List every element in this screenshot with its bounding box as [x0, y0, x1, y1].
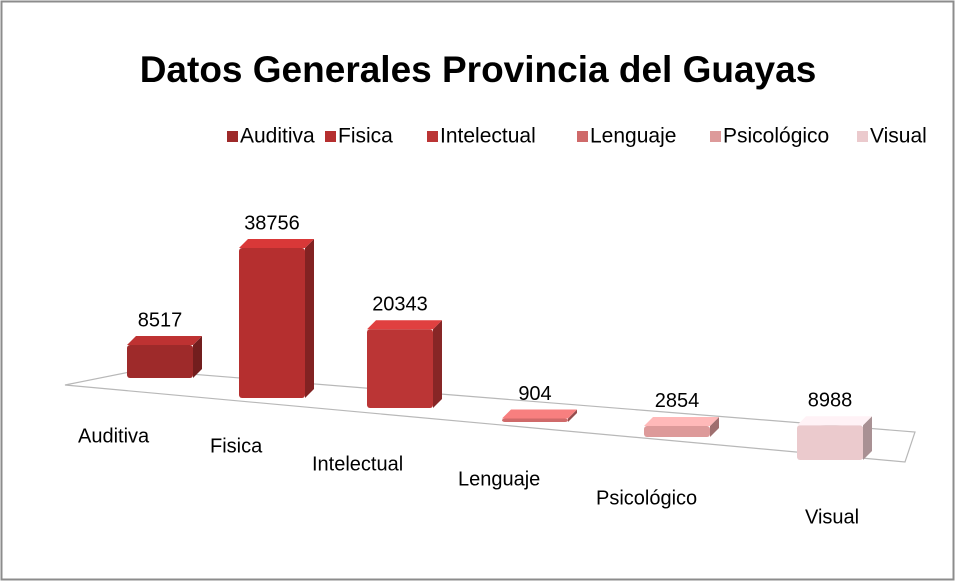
- bar: [127, 345, 193, 378]
- x-tick-label: Visual: [805, 506, 859, 528]
- x-tick-label: Psicológico: [596, 487, 697, 509]
- legend-label: Fisica: [338, 125, 393, 148]
- chart-title: Datos Generales Provincia del Guayas: [140, 49, 817, 90]
- legend-swatch: [577, 131, 588, 142]
- value-label: 8988: [808, 389, 853, 411]
- x-tick-label: Auditiva: [78, 425, 150, 447]
- bar-top: [367, 320, 442, 330]
- value-label: 38756: [244, 212, 300, 234]
- bar: [644, 425, 710, 437]
- legend-swatch: [710, 131, 721, 142]
- bar: [367, 329, 433, 408]
- legend-label: Visual: [870, 125, 927, 148]
- legend-label: Psicológico: [723, 125, 829, 148]
- value-label: 20343: [372, 294, 428, 316]
- bar-top: [644, 416, 719, 426]
- value-label: 2854: [655, 390, 700, 412]
- bar: [797, 425, 863, 460]
- bar-side: [710, 416, 719, 437]
- bar-side: [863, 416, 872, 460]
- bar-top: [127, 336, 202, 346]
- x-tick-label: Intelectual: [312, 453, 403, 475]
- legend-label: Auditiva: [240, 125, 315, 148]
- bar-top: [797, 416, 872, 426]
- legend-label: Lenguaje: [590, 125, 676, 148]
- bar: [502, 418, 568, 422]
- legend-swatch: [857, 131, 868, 142]
- x-tick-label: Lenguaje: [458, 468, 540, 490]
- bar-side: [193, 336, 202, 378]
- bar-side: [568, 409, 577, 422]
- bar-top: [239, 239, 314, 248]
- legend-swatch: [427, 131, 438, 142]
- legend-label: Intelectual: [440, 125, 536, 148]
- bar-top: [502, 409, 577, 419]
- legend-swatch: [227, 131, 238, 142]
- value-label: 904: [518, 383, 551, 405]
- legend-swatch: [325, 131, 336, 142]
- value-label: 8517: [138, 309, 183, 331]
- bar-side: [433, 320, 442, 408]
- x-tick-label: Fisica: [210, 435, 263, 457]
- bar: [239, 248, 305, 398]
- bar-side: [305, 239, 314, 398]
